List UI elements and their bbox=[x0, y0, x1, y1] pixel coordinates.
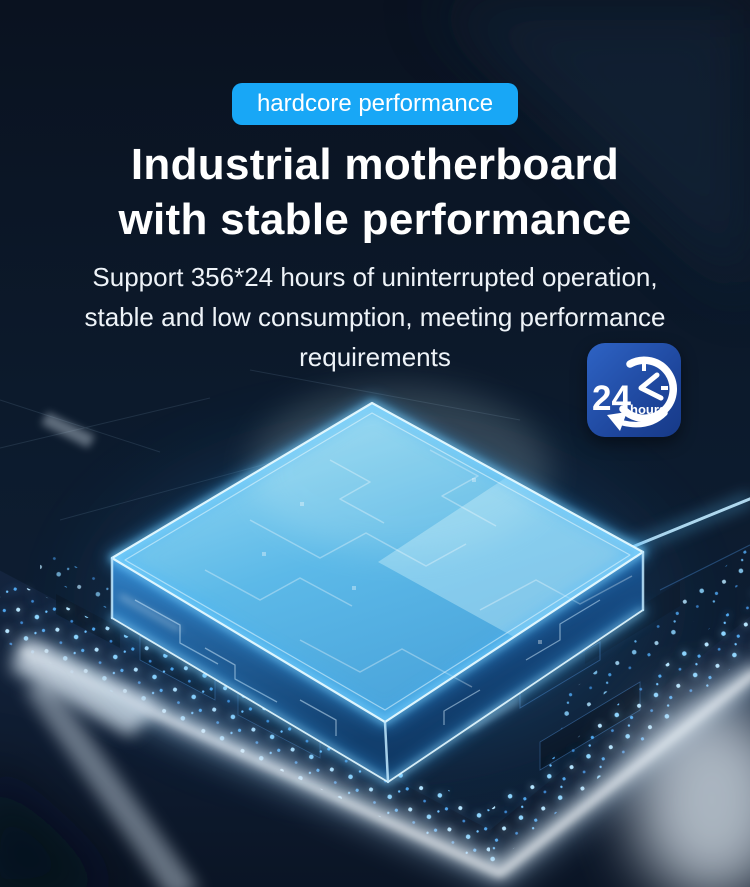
glowing-chip bbox=[50, 385, 710, 795]
subtitle-line-2: stable and low consumption, meeting perf… bbox=[84, 302, 666, 333]
hero-text-block: hardcore performance Industrial motherbo… bbox=[0, 0, 750, 377]
subtitle: Support 356*24 hours of uninterrupted op… bbox=[55, 257, 695, 377]
subtitle-line-3: requirements bbox=[299, 342, 451, 373]
hardcore-performance-badge: hardcore performance bbox=[231, 83, 519, 125]
24-hours-icon: 24 hours bbox=[587, 343, 681, 437]
subtitle-line-1: Support 356*24 hours of uninterrupted op… bbox=[92, 262, 658, 292]
clock-icon bbox=[607, 356, 677, 431]
page-title: Industrial motherboard with stable perfo… bbox=[0, 137, 750, 247]
hours-unit-label: hours bbox=[630, 402, 666, 417]
title-line-2: with stable performance bbox=[118, 195, 632, 244]
title-line-1: Industrial motherboard bbox=[130, 140, 620, 189]
hours-number-label: 24 bbox=[592, 379, 631, 418]
